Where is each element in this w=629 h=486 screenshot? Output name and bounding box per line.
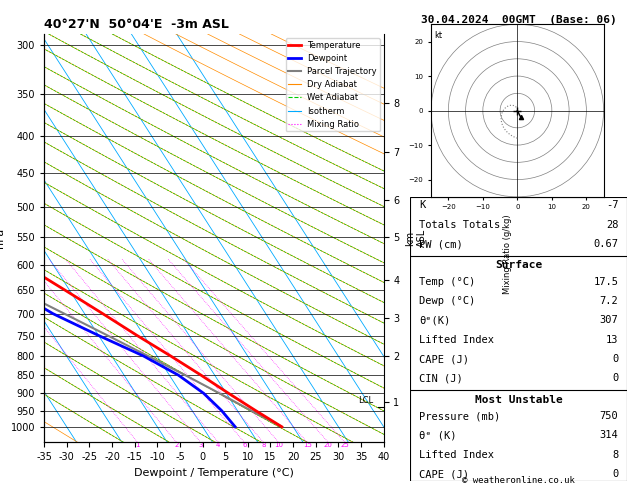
Text: kt: kt (435, 31, 443, 40)
Text: 0: 0 (612, 373, 618, 383)
Text: 314: 314 (599, 431, 618, 440)
Text: 20: 20 (324, 442, 333, 448)
Text: 40°27'N  50°04'E  -3m ASL: 40°27'N 50°04'E -3m ASL (44, 18, 229, 32)
Text: K: K (419, 200, 425, 210)
Text: 30.04.2024  00GMT  (Base: 06): 30.04.2024 00GMT (Base: 06) (421, 15, 617, 25)
Text: Lifted Index: Lifted Index (419, 450, 494, 460)
Text: 1: 1 (135, 442, 140, 448)
Text: 0.67: 0.67 (593, 239, 618, 249)
Text: Pressure (mb): Pressure (mb) (419, 411, 500, 421)
Text: θᵉ(K): θᵉ(K) (419, 315, 450, 326)
Text: θᵉ (K): θᵉ (K) (419, 431, 456, 440)
Text: Mixing Ratio (g/kg): Mixing Ratio (g/kg) (503, 214, 511, 294)
Text: 17.5: 17.5 (593, 277, 618, 287)
Text: 3: 3 (198, 442, 203, 448)
Text: Totals Totals: Totals Totals (419, 220, 500, 230)
Text: 28: 28 (606, 220, 618, 230)
Text: 6: 6 (242, 442, 247, 448)
Text: 4: 4 (216, 442, 221, 448)
Text: Surface: Surface (495, 260, 542, 270)
Text: 10: 10 (274, 442, 283, 448)
Text: Temp (°C): Temp (°C) (419, 277, 475, 287)
Text: LCL: LCL (359, 396, 374, 405)
Text: © weatheronline.co.uk: © weatheronline.co.uk (462, 476, 576, 485)
Text: PW (cm): PW (cm) (419, 239, 462, 249)
Y-axis label: km
ASL: km ASL (405, 229, 427, 247)
Text: 307: 307 (599, 315, 618, 326)
Text: 13: 13 (606, 335, 618, 345)
Text: 2: 2 (174, 442, 179, 448)
Text: 7.2: 7.2 (599, 296, 618, 306)
Text: Dewp (°C): Dewp (°C) (419, 296, 475, 306)
X-axis label: Dewpoint / Temperature (°C): Dewpoint / Temperature (°C) (134, 468, 294, 478)
Text: Lifted Index: Lifted Index (419, 335, 494, 345)
Text: 15: 15 (303, 442, 311, 448)
Text: CIN (J): CIN (J) (419, 373, 462, 383)
Text: CAPE (J): CAPE (J) (419, 469, 469, 479)
Y-axis label: hPa: hPa (0, 228, 5, 248)
Text: CAPE (J): CAPE (J) (419, 354, 469, 364)
Legend: Temperature, Dewpoint, Parcel Trajectory, Dry Adiabat, Wet Adiabat, Isotherm, Mi: Temperature, Dewpoint, Parcel Trajectory… (286, 38, 379, 131)
Text: 0: 0 (612, 469, 618, 479)
Text: -7: -7 (606, 200, 618, 210)
Text: Most Unstable: Most Unstable (475, 395, 562, 405)
Text: 8: 8 (612, 450, 618, 460)
Text: 8: 8 (261, 442, 265, 448)
Text: 0: 0 (612, 354, 618, 364)
Text: 25: 25 (340, 442, 349, 448)
Text: 750: 750 (599, 411, 618, 421)
